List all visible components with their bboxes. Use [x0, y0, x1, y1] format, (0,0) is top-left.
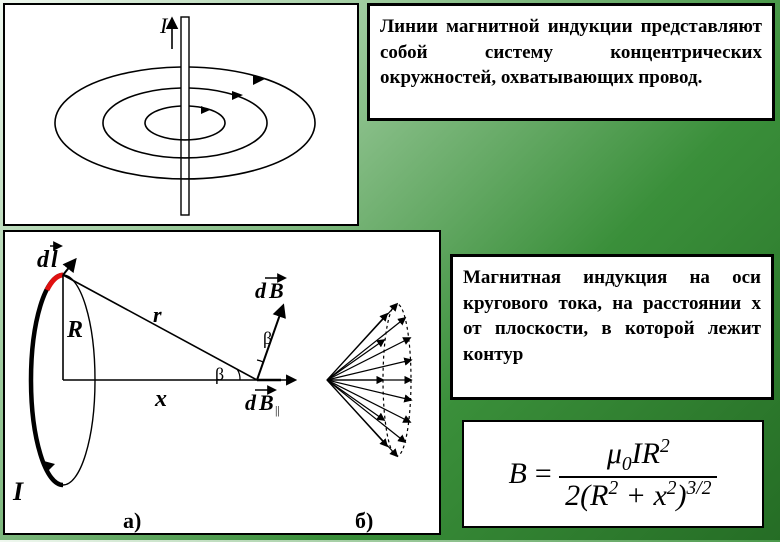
label-a: а) — [123, 508, 141, 533]
loop-diagram-panel: d l R r x I β β d B d B || — [3, 230, 441, 535]
svg-text:R: R — [66, 317, 83, 343]
wire-diagram-svg: I — [5, 5, 361, 228]
svg-text:I: I — [12, 477, 24, 506]
svg-text:β: β — [263, 328, 272, 348]
svg-text:||: || — [275, 403, 280, 417]
top-caption: Линии магнитной индукции представляют со… — [367, 3, 775, 121]
formula-numerator: μ0IR2 — [559, 436, 717, 478]
bottom-caption: Магнитная индукция на оси кругового тока… — [450, 254, 774, 400]
formula-denominator: 2(R2 + x2)3/2 — [559, 478, 717, 513]
current-label: I — [159, 13, 169, 38]
svg-text:r: r — [153, 302, 162, 327]
loop-diagram-svg: d l R r x I β β d B d B || — [5, 232, 443, 537]
svg-text:l: l — [51, 247, 58, 273]
wire-diagram-panel: I — [3, 3, 359, 226]
formula-lhs: B — [509, 457, 527, 491]
bottom-caption-text: Магнитная индукция на оси кругового тока… — [463, 267, 761, 365]
svg-text:d: d — [245, 390, 257, 415]
equals: = — [533, 457, 553, 491]
svg-text:B: B — [258, 390, 274, 415]
svg-text:x: x — [154, 386, 167, 412]
svg-text:β: β — [215, 364, 224, 384]
svg-text:d: d — [37, 247, 50, 273]
label-b: б) — [355, 508, 373, 533]
formula-fraction: μ0IR2 2(R2 + x2)3/2 — [559, 436, 717, 513]
svg-text:B: B — [268, 278, 284, 303]
svg-text:d: d — [255, 278, 267, 303]
formula-box: B = μ0IR2 2(R2 + x2)3/2 — [462, 420, 764, 528]
